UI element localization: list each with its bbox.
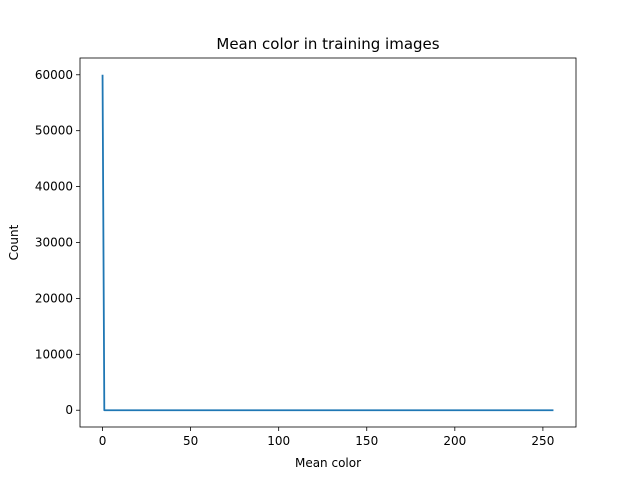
y-tick-label: 20000 — [35, 291, 73, 305]
y-tick-label: 40000 — [35, 180, 73, 194]
x-tick-label: 0 — [99, 434, 107, 448]
plot-area-frame — [79, 57, 577, 428]
y-axis-title: Count — [7, 224, 21, 260]
x-axis: 0 50 100 150 200 250 — [99, 427, 554, 448]
x-tick-label: 250 — [531, 434, 554, 448]
x-axis-title: Mean color — [295, 456, 361, 470]
y-tick-label: 50000 — [35, 124, 73, 138]
y-tick-label: 10000 — [35, 347, 73, 361]
series-layer — [101, 74, 554, 412]
x-tick-label: 150 — [355, 434, 378, 448]
x-tick-label: 200 — [443, 434, 466, 448]
chart-title: Mean color in training images — [216, 35, 439, 53]
y-axis: 0 10000 20000 30000 40000 50000 60000 — [35, 68, 80, 417]
x-tick-label: 50 — [183, 434, 198, 448]
y-tick-label: 30000 — [35, 236, 73, 250]
x-tick-label: 100 — [267, 434, 290, 448]
y-tick-label: 60000 — [35, 68, 73, 82]
series-line-0 — [101, 74, 554, 412]
y-tick-label: 0 — [65, 403, 73, 417]
